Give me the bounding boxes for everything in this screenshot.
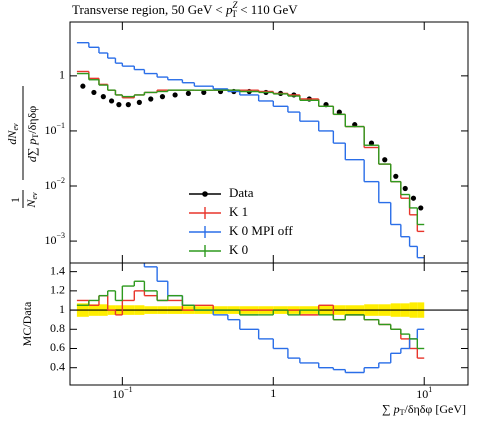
x-tick-label-exp: −1 xyxy=(124,385,133,394)
data-point xyxy=(336,109,342,115)
title-tail: < 110 GeV xyxy=(237,2,298,17)
y-label-part: /δηδφ xyxy=(25,106,39,134)
y-label-part: dNev xyxy=(5,123,20,145)
y-label-part: ev xyxy=(11,123,20,131)
x-tick-label-exp: 1 xyxy=(428,385,432,394)
x-tick-label: 101 xyxy=(416,385,432,401)
y-tick-label: 1 xyxy=(59,68,65,82)
legend-label: K 0 xyxy=(229,242,248,257)
x-label-part: p xyxy=(393,402,400,416)
title-sup: Z xyxy=(232,0,238,10)
plot-area xyxy=(76,41,425,259)
data-point xyxy=(410,195,417,201)
y-label-part: d∑ p xyxy=(25,139,39,163)
y-axis-label: 1 Nev dNev d∑ pT/δηδφ xyxy=(5,86,40,209)
chart-title: Transverse region, 50 GeV < pZ T < 110 Ge… xyxy=(72,0,298,19)
x-tick-label-base: 10 xyxy=(416,387,428,401)
data-point xyxy=(185,90,191,97)
data-point xyxy=(80,83,86,89)
y-label-part: 1 xyxy=(8,197,22,203)
data-point xyxy=(108,98,115,104)
x-tick-label: 1 xyxy=(270,386,276,400)
data-point xyxy=(91,89,97,96)
data-point xyxy=(368,140,375,146)
data-point xyxy=(172,92,178,98)
plot-area xyxy=(70,263,468,374)
data-point xyxy=(393,173,399,179)
y-label-part: ev xyxy=(30,192,39,200)
legend-label: K 1 xyxy=(229,204,248,219)
y-label-part: d∑ pT/δηδφ xyxy=(25,106,40,162)
legend-label: K 0 MPI off xyxy=(229,223,293,238)
x-label-part: T xyxy=(400,408,405,417)
x-label-part: /δηδφ [GeV] xyxy=(405,402,467,416)
y-tick-label: 1 xyxy=(59,302,65,316)
y-tick-label-base: 10 xyxy=(44,123,56,137)
title-sub: T xyxy=(231,9,237,19)
data-point xyxy=(402,185,408,192)
data-point xyxy=(116,102,122,108)
title-text: Transverse region, 50 GeV < xyxy=(72,2,226,17)
y-tick-label: 0.6 xyxy=(50,340,65,354)
y-label-part: dN xyxy=(5,130,19,145)
legend-label: Data xyxy=(229,185,254,200)
frame xyxy=(69,262,469,386)
data-point xyxy=(100,94,106,100)
data-point xyxy=(148,96,154,102)
step-riser xyxy=(88,73,419,225)
y-tick-label: 0.8 xyxy=(50,321,65,335)
x-label-part: ∑ xyxy=(382,402,394,416)
y-tick-label: 10−3 xyxy=(44,231,65,247)
data-point xyxy=(201,89,207,96)
y-tick-label-exp: −3 xyxy=(56,231,65,240)
data-point xyxy=(382,157,388,163)
title-var: p xyxy=(225,2,233,17)
y-tick-label-exp: −1 xyxy=(56,121,65,130)
data-point xyxy=(159,94,166,100)
x-tick-label-base: 10 xyxy=(112,387,124,401)
y-tick-label: 10−2 xyxy=(44,176,65,192)
y-label-part: T xyxy=(31,134,40,139)
y-tick-label-base: 10 xyxy=(44,178,56,192)
y-label-part: N xyxy=(24,199,38,209)
x-tick-label: 10−1 xyxy=(112,385,133,401)
data-point xyxy=(125,102,131,108)
legend-marker xyxy=(202,191,208,197)
y-tick-label: 1.4 xyxy=(50,263,65,277)
y-axis-label: MC/Data xyxy=(20,301,34,346)
y-tick-label: 0.4 xyxy=(50,359,65,373)
x-axis-label: ∑ pT/δηδφ [GeV] xyxy=(382,402,466,417)
step-riser xyxy=(88,290,419,359)
y-tick-label: 1.2 xyxy=(50,283,65,297)
y-tick-label: 10−1 xyxy=(44,121,65,137)
data-point xyxy=(136,99,142,105)
y-tick-label-exp: −2 xyxy=(56,176,65,185)
y-tick-label-base: 10 xyxy=(44,233,56,247)
data-point xyxy=(418,205,424,211)
y-label-part: Nev xyxy=(24,192,39,209)
